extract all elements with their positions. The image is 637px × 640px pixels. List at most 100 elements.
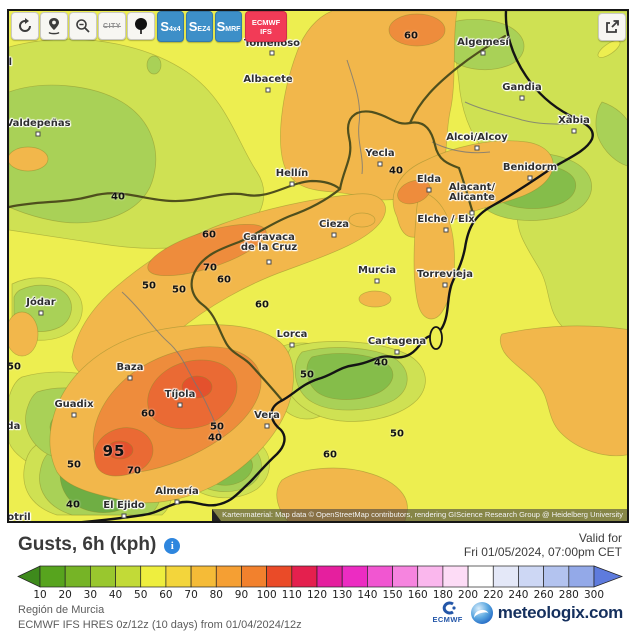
city-label: Jódar (26, 297, 56, 308)
city-marker (519, 95, 525, 101)
city-label: Cieza (318, 219, 350, 230)
city-label: Valdepeñas (7, 118, 71, 129)
valid-for-label: Valid for (578, 531, 622, 545)
valid-datetime: Fri 01/05/2024, 07:00pm CET (463, 545, 622, 559)
info-icon[interactable]: i (164, 538, 181, 554)
model-button-smrf[interactable]: S MRF (215, 11, 242, 42)
branding: ECMWF meteologix.com (432, 601, 623, 624)
city-marker (374, 278, 380, 284)
refresh-button[interactable] (11, 12, 39, 40)
city-marker (38, 310, 44, 316)
city-label: el (8, 57, 13, 68)
contour-value-label: 60 (217, 274, 231, 286)
contour-value-label: 60 (323, 449, 337, 461)
city-marker (174, 499, 180, 505)
share-icon (606, 20, 619, 33)
city-label: Cartagena (367, 336, 427, 347)
city-marker (71, 412, 77, 418)
legend-tick: 180 (432, 589, 453, 601)
model-smrf-label: S (216, 19, 226, 34)
legend-tick: 220 (483, 589, 504, 601)
ecmwf-ifs-line1: ECMWF (251, 17, 281, 27)
city-label: Valencia (490, 9, 537, 10)
city-label: Baza (116, 362, 144, 373)
marker-toggle-button[interactable] (127, 12, 155, 40)
legend-tick: 300 (583, 589, 605, 601)
run-info: Región de Murcia ECMWF IFS HRES 0z/12z (… (18, 603, 302, 633)
city-marker (264, 423, 270, 429)
legend-tick: 50 (134, 589, 148, 601)
contour-value-label: 50 (210, 421, 224, 433)
city-labels-toggle-button[interactable]: CITY (98, 12, 126, 40)
legend-tick: 10 (33, 589, 47, 601)
legend-tick: 120 (306, 589, 328, 601)
contour-value-label: 40 (111, 191, 125, 203)
map-label-layer: Tomelloso Valdepeñas Albacete Algemesí Gandi… (7, 9, 627, 523)
contour-value-label: 60 (141, 408, 155, 420)
locate-button[interactable] (40, 12, 68, 40)
model-run-label: ECMWF IFS HRES 0z/12z (10 days) from 01/… (18, 619, 302, 631)
city-marker (289, 342, 295, 348)
map-toolbar: CITY S 4x4 S EZ4 S MRF ECMWF IFS (11, 11, 287, 42)
city-marker (443, 227, 449, 233)
model-sez4-sub: EZ4 (197, 25, 211, 33)
parameter-name: Gusts, 6h (kph) (18, 534, 157, 555)
city-marker (266, 259, 272, 265)
contour-value-label: 50 (67, 459, 81, 471)
city-label: Almería (155, 486, 199, 497)
legend-title: Gusts, 6h (kph) i (18, 534, 181, 556)
model-button-ecmwf-ifs[interactable]: ECMWF IFS (245, 11, 287, 42)
refresh-icon (19, 18, 31, 32)
legend-tick: 20 (58, 589, 72, 601)
contour-value-label: 50 (300, 369, 314, 381)
city-label: Guadix (54, 399, 94, 410)
city-marker (527, 175, 533, 181)
city-label: Elche / Elx (417, 214, 475, 225)
city-marker (480, 50, 486, 56)
contour-value-label: 70 (203, 262, 217, 274)
model-button-s4x4[interactable]: S 4x4 (157, 11, 184, 42)
legend-tick: 130 (332, 589, 353, 601)
city-label: Tíjola (164, 389, 196, 400)
city-label: ada (7, 421, 21, 432)
ecmwf-logo-icon (442, 601, 456, 615)
contour-value-label: 95 (102, 442, 126, 460)
city-label: Algemesí (457, 37, 509, 48)
city-marker (289, 181, 295, 187)
contour-value-label: 60 (255, 299, 269, 311)
contour-value-label: 60 (202, 229, 216, 241)
meteologix-logo[interactable]: meteologix.com (470, 601, 624, 624)
legend-tick: 280 (558, 589, 579, 601)
zoom-out-icon (76, 19, 90, 33)
legend-tick: 140 (357, 589, 378, 601)
model-smrf-sub: MRF (225, 25, 241, 33)
contour-value-label: 40 (208, 432, 222, 444)
zoom-out-button[interactable] (69, 12, 97, 40)
city-toggle-label: CITY (103, 22, 121, 30)
legend-tick: 110 (281, 589, 302, 601)
contour-value-label: 40 (66, 499, 80, 511)
city-marker (331, 232, 337, 238)
share-button[interactable] (598, 13, 626, 41)
city-marker (394, 349, 400, 355)
contour-value-label: 50 (7, 361, 21, 373)
model-button-sez4[interactable]: S EZ4 (186, 11, 213, 42)
city-label: Motril (7, 512, 31, 523)
city-label: Alacant/Alicante (448, 182, 496, 203)
legend-tick: 70 (184, 589, 198, 601)
map-marker-icon (135, 18, 147, 34)
city-marker (469, 210, 475, 216)
legend-colorbar (17, 565, 623, 588)
city-label: Albacete (243, 74, 293, 85)
city-label: Elda (416, 174, 442, 185)
legend-tick-labels: 10 20 30 40 50 60 70 80 90 100 110 120 130 140 150 160 1… (0, 589, 637, 601)
legend-tick: 30 (83, 589, 98, 601)
contour-value-label: 60 (404, 30, 418, 42)
meteologix-wordmark: meteologix.com (497, 602, 624, 622)
city-marker (121, 513, 127, 519)
legend-tick: 260 (533, 589, 554, 601)
ecmwf-logo-text: ECMWF (432, 615, 463, 624)
city-label: Xàbia (558, 115, 590, 126)
weather-map-canvas[interactable]: Tomelloso Valdepeñas Albacete Algemesí Gandi… (7, 9, 629, 523)
